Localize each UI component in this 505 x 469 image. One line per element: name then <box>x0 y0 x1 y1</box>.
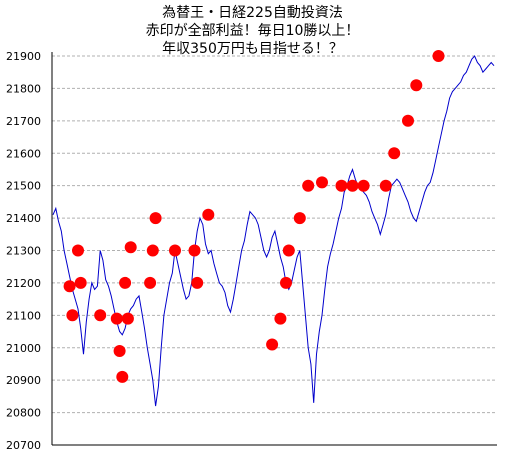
profit-markers <box>63 50 445 383</box>
grid-lines <box>52 55 497 414</box>
profit-marker <box>146 244 159 257</box>
profit-marker <box>379 179 392 192</box>
profit-marker <box>121 312 134 325</box>
y-tick-label: 21500 <box>6 180 41 193</box>
profit-marker <box>66 309 79 322</box>
profit-marker <box>402 114 414 127</box>
profit-marker <box>202 208 215 221</box>
profit-marker <box>274 312 287 325</box>
y-tick-label: 20700 <box>6 439 41 452</box>
y-tick-label: 21200 <box>6 277 41 290</box>
profit-marker <box>94 309 107 322</box>
profit-marker <box>316 176 328 189</box>
profit-marker <box>144 276 157 289</box>
profit-marker <box>63 280 76 293</box>
y-axis-tick-labels: 20700 20800 20900 21000 21100 21200 21300 21400… <box>6 50 41 452</box>
profit-marker <box>191 276 204 289</box>
profit-marker <box>266 338 279 351</box>
profit-marker <box>119 276 132 289</box>
profit-marker <box>74 276 87 289</box>
profit-marker <box>302 179 315 192</box>
profit-marker <box>149 212 162 225</box>
profit-marker <box>113 345 126 357</box>
y-tick-label: 21800 <box>6 82 41 95</box>
y-tick-label: 21600 <box>6 147 41 160</box>
profit-marker <box>293 212 306 225</box>
profit-marker <box>124 241 137 254</box>
profit-marker <box>346 179 359 192</box>
profit-marker <box>188 244 201 257</box>
y-tick-label: 21900 <box>6 50 41 63</box>
profit-marker <box>410 79 423 92</box>
chart-title-line-1: 為替王・日経225自動投資法 <box>162 5 343 21</box>
profit-marker <box>357 179 370 192</box>
profit-marker <box>388 147 401 160</box>
profit-marker <box>110 312 123 325</box>
profit-marker <box>282 244 295 257</box>
profit-marker <box>432 50 445 62</box>
chart-title-line-2: 赤印が全部利益！毎日10勝以上！ <box>145 23 360 39</box>
profit-marker <box>335 179 348 192</box>
profit-marker <box>169 244 181 257</box>
chart-title-line-3: 年収350万円も目指せる！？ <box>162 41 343 57</box>
y-tick-label: 20900 <box>6 374 41 387</box>
y-tick-label: 20800 <box>6 407 41 420</box>
y-tick-label: 21300 <box>6 245 41 258</box>
y-tick-label: 21400 <box>6 212 41 225</box>
y-tick-label: 21000 <box>6 342 41 355</box>
profit-marker <box>116 370 129 383</box>
y-tick-label: 21700 <box>6 115 41 128</box>
profit-marker <box>72 244 84 257</box>
profit-marker <box>280 276 292 289</box>
y-tick-label: 21100 <box>6 309 41 322</box>
chart-title: 為替王・日経225自動投資法 赤印が全部利益！毎日10勝以上！ 年収350万円も… <box>0 4 505 58</box>
